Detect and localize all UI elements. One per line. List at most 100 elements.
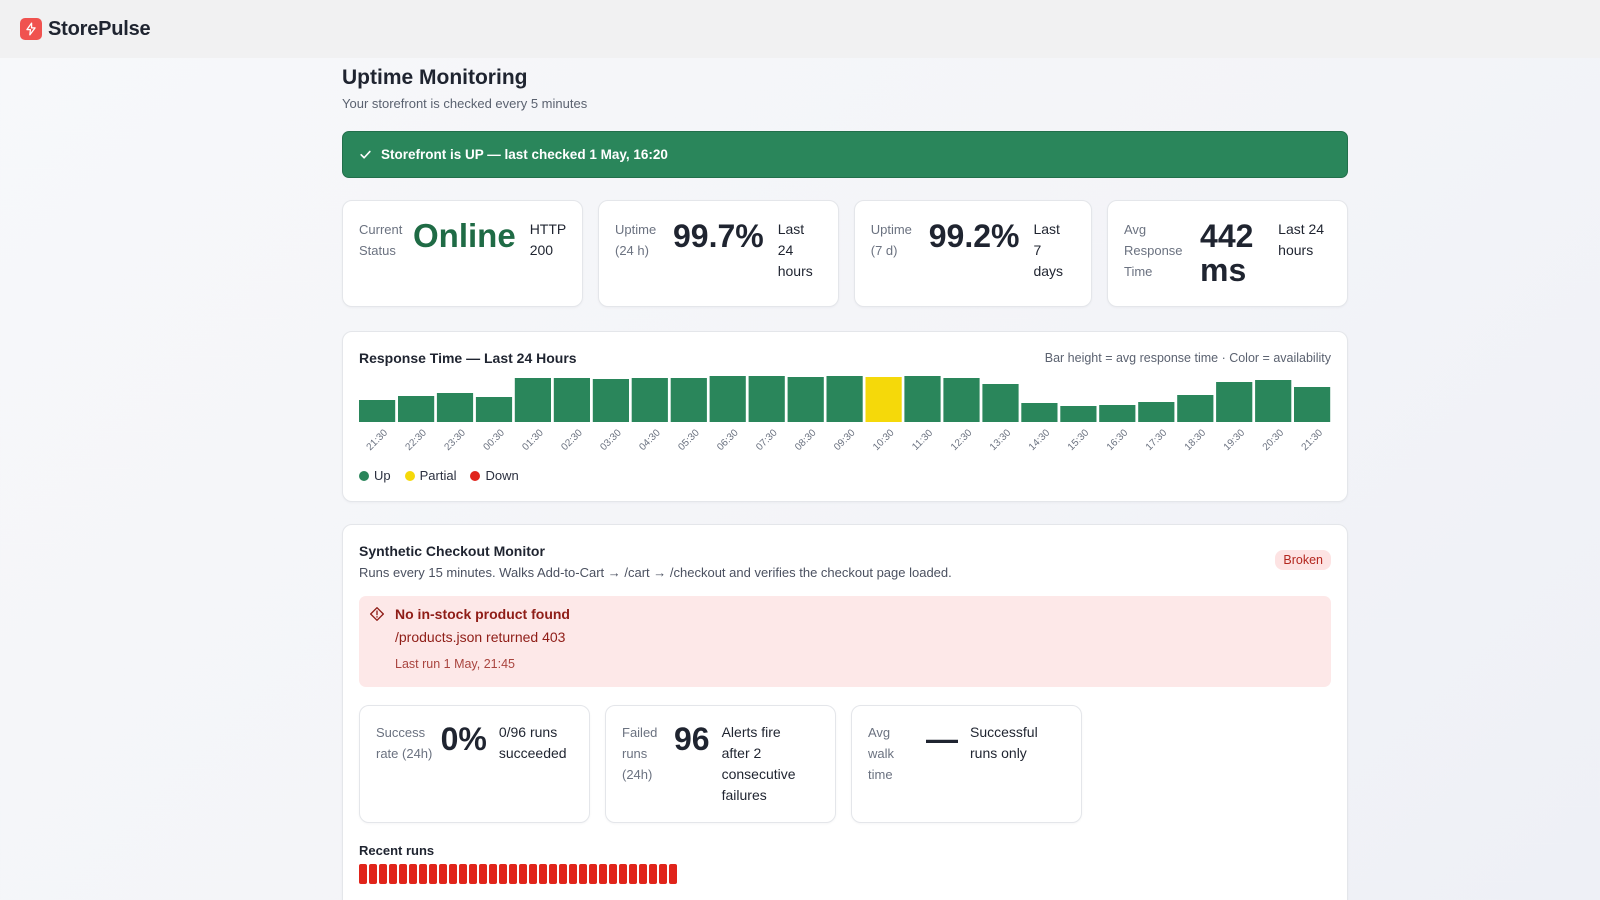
stat-note: Last 7 days — [1033, 221, 1064, 279]
recent-run-failed[interactable] — [359, 864, 367, 884]
x-tick-label: 17:30 — [1144, 427, 1170, 453]
response-time-bar[interactable] — [1099, 405, 1136, 422]
stat-value: 99.7% — [673, 218, 764, 254]
stat-note: 0/96 runs succeeded — [498, 724, 567, 761]
response-time-bar[interactable] — [514, 378, 551, 422]
x-tick-label: 15:30 — [1066, 427, 1092, 453]
recent-run-failed[interactable] — [379, 864, 387, 884]
recent-run-failed[interactable] — [439, 864, 447, 884]
recent-run-failed[interactable] — [479, 864, 487, 884]
recent-run-failed[interactable] — [639, 864, 647, 884]
recent-runs-strip — [359, 864, 1331, 884]
stat-label: Uptime (7 d) — [870, 222, 912, 258]
response-time-bar[interactable] — [475, 397, 513, 422]
recent-run-failed[interactable] — [489, 864, 497, 884]
recent-run-failed[interactable] — [449, 864, 457, 884]
recent-run-failed[interactable] — [499, 864, 507, 884]
response-time-bar[interactable] — [359, 400, 396, 422]
recent-run-failed[interactable] — [509, 864, 517, 884]
x-tick-label: 19:30 — [1222, 427, 1248, 453]
recent-run-failed[interactable] — [419, 864, 427, 884]
response-time-bar[interactable] — [826, 376, 863, 422]
stat-card-avg-response: Avg Response Time 442 ms Last 24 hours — [1107, 200, 1348, 307]
response-time-bar[interactable] — [982, 384, 1019, 422]
stat-value: 96 — [674, 721, 710, 757]
recent-run-failed[interactable] — [649, 864, 657, 884]
response-time-bar[interactable] — [709, 376, 746, 422]
recent-run-failed[interactable] — [399, 864, 407, 884]
recent-run-failed[interactable] — [389, 864, 397, 884]
recent-runs-label: Recent runs — [359, 843, 435, 858]
recent-run-failed[interactable] — [559, 864, 567, 884]
x-tick-label: 21:30 — [1300, 427, 1326, 453]
response-time-bar[interactable] — [1021, 403, 1058, 422]
stat-note: Successful runs only — [970, 724, 1038, 761]
response-time-bar[interactable] — [1294, 387, 1331, 422]
recent-run-failed[interactable] — [429, 864, 437, 884]
status-badge: Broken — [1275, 550, 1331, 570]
alert-timestamp: Last run 1 May, 21:45 — [395, 657, 515, 671]
status-banner-text: Storefront is UP — last checked 1 May, 1… — [381, 147, 668, 162]
response-time-bar[interactable] — [1060, 406, 1097, 422]
bolt-icon[interactable] — [20, 18, 42, 40]
recent-run-failed[interactable] — [529, 864, 537, 884]
x-tick-label: 21:30 — [365, 427, 391, 453]
response-time-bar[interactable] — [592, 379, 629, 422]
legend-dot-icon — [470, 470, 481, 481]
response-time-bar[interactable] — [748, 376, 785, 422]
recent-run-failed[interactable] — [459, 864, 467, 884]
legend-label: Up — [374, 468, 391, 483]
synthetic-title: Synthetic Checkout Monitor — [359, 543, 545, 559]
stat-label: Avg Response Time — [1124, 222, 1183, 279]
x-tick-label: 01:30 — [520, 427, 546, 453]
recent-run-failed[interactable] — [369, 864, 377, 884]
recent-run-failed[interactable] — [609, 864, 617, 884]
recent-run-failed[interactable] — [629, 864, 637, 884]
recent-run-failed[interactable] — [539, 864, 547, 884]
x-tick-label: 03:30 — [598, 427, 624, 453]
page-subtitle: Your storefront is checked every 5 minut… — [342, 96, 588, 111]
response-time-bar[interactable] — [398, 396, 435, 422]
stat-value: 0% — [440, 721, 487, 757]
response-time-bar[interactable] — [1177, 395, 1214, 422]
stat-label: Avg walk time — [868, 725, 895, 782]
check-icon — [360, 150, 371, 159]
response-time-bar[interactable] — [670, 378, 707, 422]
response-time-bar[interactable] — [631, 378, 668, 422]
recent-run-failed[interactable] — [669, 864, 677, 884]
recent-run-failed[interactable] — [589, 864, 597, 884]
recent-run-failed[interactable] — [469, 864, 477, 884]
recent-run-failed[interactable] — [579, 864, 587, 884]
main-content: Uptime Monitoring Your storefront is che… — [342, 58, 1348, 900]
recent-run-failed[interactable] — [569, 864, 577, 884]
x-tick-label: 02:30 — [559, 427, 585, 453]
x-tick-label: 13:30 — [988, 427, 1014, 453]
stat-value: 442 ms — [1200, 218, 1254, 288]
recent-run-failed[interactable] — [659, 864, 667, 884]
x-tick-label: 23:30 — [442, 427, 468, 453]
recent-run-failed[interactable] — [599, 864, 607, 884]
response-time-bar[interactable] — [1255, 380, 1292, 422]
chart-note: Bar height = avg response time · Color =… — [1044, 351, 1331, 365]
stat-card-uptime-24h: Uptime (24 h) 99.7% Last 24 hours — [598, 200, 839, 307]
recent-run-failed[interactable] — [619, 864, 627, 884]
response-time-bar[interactable] — [436, 393, 474, 422]
stat-card-failed-runs: Failed runs (24h) 96 Alerts fire after 2… — [605, 705, 836, 823]
brand-name[interactable]: StorePulse — [48, 17, 151, 40]
response-time-bar[interactable] — [1216, 382, 1253, 422]
recent-run-failed[interactable] — [549, 864, 557, 884]
response-time-bar[interactable] — [1138, 402, 1175, 422]
chart-title: Response Time — Last 24 Hours — [359, 350, 577, 366]
response-time-bar[interactable] — [943, 378, 980, 422]
stat-card-success-rate: Success rate (24h) 0% 0/96 runs succeede… — [359, 705, 590, 823]
x-tick-label: 08:30 — [793, 427, 819, 453]
top-bar: StorePulse — [0, 0, 1600, 58]
response-time-bar-chart: 21:30 22:30 23:30 00:30 01:30 02:30 03:30 04:30… — [359, 376, 1331, 453]
recent-run-failed[interactable] — [409, 864, 417, 884]
response-time-bar[interactable] — [553, 378, 590, 422]
synthetic-stats: Success rate (24h) 0% 0/96 runs succeede… — [359, 705, 1331, 823]
recent-run-failed[interactable] — [519, 864, 527, 884]
response-time-bar[interactable] — [787, 377, 824, 422]
response-time-bar[interactable] — [904, 376, 941, 422]
response-time-bar[interactable] — [865, 377, 902, 422]
